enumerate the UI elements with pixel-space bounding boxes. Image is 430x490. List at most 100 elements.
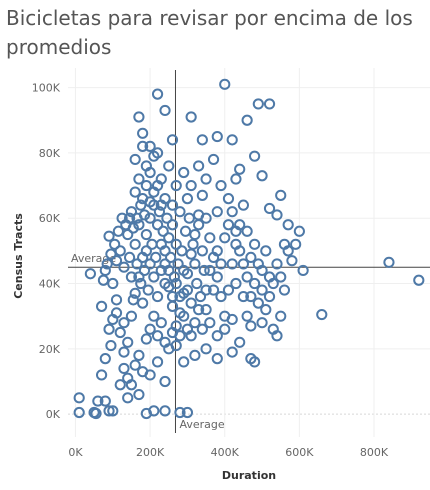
y-tick-label: 80K (39, 147, 61, 160)
data-point (125, 206, 138, 218)
data-point (234, 245, 246, 257)
data-point (215, 179, 227, 192)
data-point (219, 78, 231, 90)
data-point (245, 251, 257, 263)
data-point (237, 199, 250, 211)
y-tick-label: 0K (46, 408, 61, 421)
data-point (271, 258, 283, 270)
data-point (260, 245, 272, 257)
data-point (129, 153, 141, 166)
data-point (170, 238, 182, 250)
data-point (151, 88, 164, 100)
data-point (260, 304, 272, 316)
data-point (297, 264, 309, 277)
data-point (159, 104, 171, 117)
data-point (179, 225, 192, 237)
data-point (133, 111, 145, 123)
data-point (241, 310, 253, 322)
data-point (248, 277, 261, 290)
data-point (185, 248, 197, 260)
data-point (155, 317, 167, 329)
data-point (144, 258, 156, 270)
data-point (127, 294, 139, 306)
data-point (256, 284, 268, 296)
data-point (148, 150, 160, 162)
data-point (144, 323, 156, 335)
data-point (178, 310, 190, 322)
data-point (114, 379, 126, 391)
data-point (230, 225, 242, 237)
data-point (174, 206, 186, 218)
data-point (103, 323, 115, 335)
data-point (107, 277, 119, 290)
data-point (163, 160, 175, 172)
axis-ticks: 0K 20K 40K 60K 80K 100K 0K 200K 400K 600K 800K (32, 82, 389, 459)
data-point (97, 274, 110, 286)
x-tick-label: 800K (360, 446, 389, 459)
data-point (101, 258, 113, 270)
data-point (193, 160, 205, 172)
data-point (200, 173, 212, 185)
data-point (161, 212, 173, 224)
data-point (275, 271, 287, 283)
data-point (144, 196, 156, 208)
data-point (148, 271, 160, 283)
data-point (159, 375, 171, 388)
data-point (129, 287, 141, 299)
data-point (234, 336, 246, 348)
data-point (148, 405, 160, 417)
data-point (122, 392, 134, 404)
data-point (90, 407, 102, 420)
data-point (215, 258, 227, 270)
data-point (144, 212, 156, 224)
data-point (116, 212, 128, 224)
y-axis-title: Census Tracts (12, 213, 25, 299)
data-point (189, 317, 201, 329)
data-point (150, 251, 162, 263)
data-point (196, 134, 208, 146)
data-point (110, 255, 123, 267)
data-point (204, 232, 216, 244)
data-point (187, 238, 199, 250)
data-point (140, 179, 152, 192)
data-point (263, 98, 276, 110)
data-point (211, 245, 223, 257)
data-point (107, 313, 119, 326)
data-point (166, 290, 179, 303)
data-point (118, 261, 130, 273)
data-point (174, 290, 186, 303)
data-point (211, 271, 223, 283)
data-point (133, 271, 145, 283)
data-point (196, 189, 208, 201)
data-point (140, 333, 152, 345)
data-point (193, 219, 205, 231)
data-point (125, 379, 138, 391)
data-point (140, 228, 152, 241)
data-point (271, 209, 283, 221)
data-point (252, 297, 264, 309)
data-point (148, 310, 160, 322)
data-point (241, 225, 253, 237)
data-point (413, 274, 425, 286)
data-point (178, 356, 190, 368)
data-point (181, 284, 194, 296)
data-point (241, 271, 253, 283)
data-point (248, 356, 261, 368)
data-point (146, 238, 158, 250)
data-point (267, 323, 279, 335)
data-point (181, 193, 194, 205)
data-point (290, 238, 302, 250)
data-point (137, 127, 149, 139)
data-point (73, 406, 85, 419)
data-point (131, 258, 143, 270)
data-point (286, 255, 298, 267)
data-point (153, 206, 166, 218)
data-point (230, 173, 242, 185)
data-point (114, 245, 126, 257)
data-point (107, 405, 119, 417)
data-point (215, 290, 227, 303)
data-point (125, 271, 138, 283)
data-point (219, 232, 231, 244)
data-point (194, 290, 207, 303)
data-point (263, 202, 276, 215)
